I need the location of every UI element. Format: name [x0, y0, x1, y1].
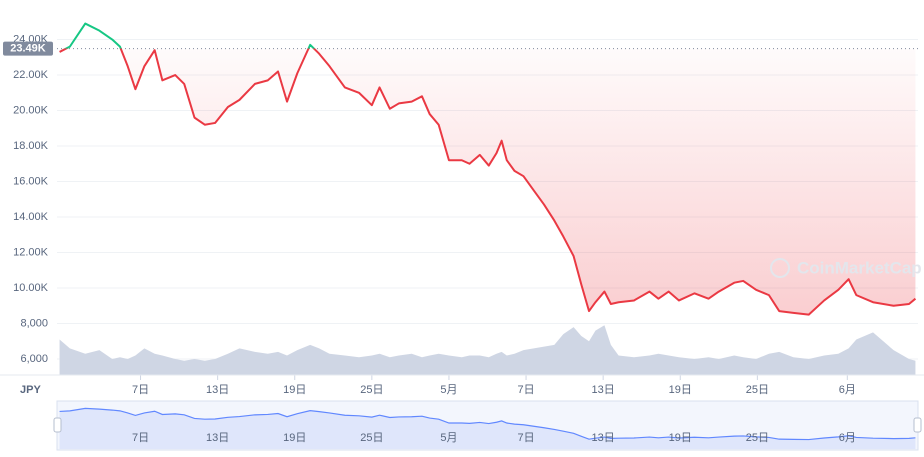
currency-label: JPY: [20, 384, 41, 396]
y-tick-label: 8,000: [20, 317, 48, 329]
navigator-handle-left[interactable]: [53, 417, 62, 433]
x-tick-label: 13日: [592, 384, 615, 396]
x-tick-label: 5月: [440, 384, 457, 396]
navigator-tick-label: 19日: [283, 432, 306, 444]
y-tick-label: 18.00K: [13, 140, 49, 152]
x-tick-label: 19日: [283, 384, 306, 396]
navigator-tick-label: 13日: [592, 432, 615, 444]
x-tick-label: 6月: [839, 384, 856, 396]
navigator-handle-right[interactable]: [913, 417, 922, 433]
x-tick-label: 13日: [206, 384, 229, 396]
navigator-line: [59, 407, 916, 441]
baseline-badge: [3, 41, 53, 56]
price-area: [59, 48, 916, 315]
x-tick-label: 19日: [669, 384, 692, 396]
y-tick-label: 6,000: [20, 353, 48, 365]
navigator-tick-label: 6月: [839, 432, 856, 444]
navigator-tick-label: 5月: [440, 432, 457, 444]
navigator-tick-label: 25日: [746, 432, 769, 444]
x-tick-label: 7日: [132, 384, 149, 396]
price-line: [59, 22, 917, 316]
navigator-area: [59, 408, 916, 449]
volume-layer: [59, 325, 916, 375]
volume-area: [59, 325, 916, 375]
watermark-text: CoinMarketCap: [797, 258, 922, 277]
y-tick-label: 16.00K: [13, 175, 49, 187]
label-layer: 6,000 8,000 10.00K 12.00K 14.00K 16.00K 18.00K…: [3, 33, 856, 396]
watermark: CoinMarketCap: [770, 258, 922, 278]
y-tick-label: 10.00K: [13, 282, 49, 294]
x-tick-label: 25日: [746, 384, 769, 396]
navigator-tick-label: 7日: [132, 432, 149, 444]
x-tick-label: 25日: [360, 384, 383, 396]
y-tick-label: 22.00K: [13, 69, 49, 81]
area-layer: [59, 48, 916, 315]
navigator: 7日 13日 19日 25日 5月 7日 13日 19日 25日 6月: [59, 407, 916, 449]
y-tick-label: 12.00K: [13, 246, 49, 258]
x-tick-label: 7日: [517, 384, 534, 396]
navigator-tick-label: 19日: [669, 432, 692, 444]
navigator-tick-label: 25日: [360, 432, 383, 444]
line-layer: [59, 22, 917, 316]
baseline-label: 23.49K: [10, 42, 46, 54]
navigator-tick-label: 13日: [206, 432, 229, 444]
watermark-logo: [770, 258, 790, 278]
y-tick-label: 20.00K: [13, 104, 49, 116]
y-tick-label: 14.00K: [13, 211, 49, 223]
navigator-tick-label: 7日: [517, 432, 534, 444]
